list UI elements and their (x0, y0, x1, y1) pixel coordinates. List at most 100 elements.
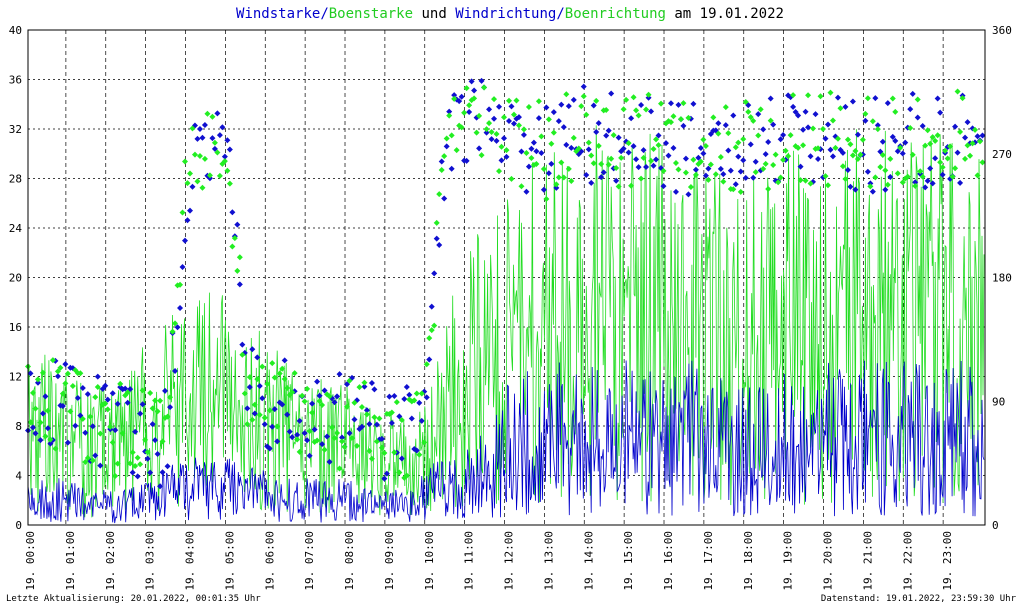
gust-direction-point (426, 335, 433, 342)
direction-point (565, 103, 572, 110)
gust-direction-point (892, 108, 899, 115)
gust-direction-point (717, 153, 724, 160)
gust-direction-point (246, 374, 253, 381)
direction-point (446, 108, 453, 115)
direction-point (762, 151, 769, 158)
gust-direction-point (515, 122, 522, 129)
gust-direction-point (874, 126, 881, 133)
y-left-tick-label: 32 (9, 123, 22, 136)
gust-direction-point (433, 219, 440, 226)
gust-direction-point (712, 171, 719, 178)
gust-direction-point (952, 165, 959, 172)
y-right-tick-label: 0 (992, 519, 999, 532)
gust-direction-point (822, 173, 829, 180)
gust-direction-point (281, 375, 288, 382)
direction-point (491, 115, 498, 122)
direction-point (37, 437, 44, 444)
gust-direction-point (451, 95, 458, 102)
direction-point (378, 435, 385, 442)
gust-direction-point (832, 144, 839, 151)
direction-point (406, 391, 413, 398)
gust-direction-point (231, 235, 238, 242)
gust-direction-point (117, 380, 124, 387)
gust-direction-point (139, 387, 146, 394)
gust-direction-point (523, 150, 530, 157)
gust-direction-point (329, 424, 336, 431)
gust-direction-point (398, 417, 405, 424)
direction-point (790, 103, 797, 110)
gust-direction-point (358, 404, 365, 411)
gust-direction-point (189, 125, 196, 132)
direction-point (94, 373, 101, 380)
gust-direction-point (909, 151, 916, 158)
direction-point (334, 393, 341, 400)
x-tick-label: 19. 23:00 (941, 531, 954, 591)
direction-point (54, 373, 61, 380)
direction-point (894, 148, 901, 155)
direction-point (149, 421, 156, 428)
gust-direction-point (924, 127, 931, 134)
direction-point (428, 303, 435, 310)
gust-direction-point (503, 147, 510, 154)
gust-direction-point (137, 461, 144, 468)
direction-point (964, 119, 971, 126)
direction-point (451, 92, 458, 99)
gust-direction-point (919, 173, 926, 180)
direction-point (974, 133, 981, 140)
gust-direction-point (49, 357, 56, 364)
gust-direction-point (894, 170, 901, 177)
direction-point (952, 123, 959, 130)
gust-direction-point (545, 116, 552, 123)
gust-direction-point (44, 407, 51, 414)
direction-point (670, 144, 677, 151)
direction-point (590, 102, 597, 109)
direction-point (827, 146, 834, 153)
gust-direction-point (805, 92, 812, 99)
gust-direction-point (670, 113, 677, 120)
direction-point (266, 445, 273, 452)
gust-direction-point (216, 172, 223, 179)
gust-direction-point (914, 96, 921, 103)
direction-point (508, 103, 515, 110)
direction-point (256, 382, 263, 389)
direction-point (685, 191, 692, 198)
gust-direction-point (254, 376, 261, 383)
gust-direction-point (256, 411, 263, 418)
gust-direction-point (491, 96, 498, 103)
gust-direction-point (29, 389, 36, 396)
gust-direction-point (790, 92, 797, 99)
gust-direction-point (635, 112, 642, 119)
gust-direction-point (314, 437, 321, 444)
gust-direction-point (682, 169, 689, 176)
direction-point (844, 167, 851, 174)
gust-direction-point (889, 95, 896, 102)
gust-direction-point (276, 370, 283, 377)
gust-direction-point (844, 136, 851, 143)
gust-direction-point (471, 95, 478, 102)
gust-direction-point (730, 186, 737, 193)
direction-point (887, 173, 894, 180)
direction-point (585, 146, 592, 153)
gust-direction-point (939, 164, 946, 171)
gust-direction-point (304, 385, 311, 392)
gust-direction-point (543, 196, 550, 203)
direction-point (847, 183, 854, 190)
gust-direction-point (705, 176, 712, 183)
direction-point (234, 221, 241, 228)
gust-direction-point (927, 140, 934, 147)
gust-direction-point (575, 145, 582, 152)
gust-direction-point (653, 136, 660, 143)
direction-point (371, 386, 378, 393)
direction-point (129, 469, 136, 476)
direction-point (471, 87, 478, 94)
gust-direction-point (817, 93, 824, 100)
gust-direction-point (638, 175, 645, 182)
x-tick-label: 19. 14:00 (582, 531, 595, 591)
gust-direction-point (239, 351, 246, 358)
gust-direction-point (508, 175, 515, 182)
gust-direction-point (52, 445, 59, 452)
gust-direction-point (306, 428, 313, 435)
gust-direction-point (962, 155, 969, 162)
direction-point (269, 423, 276, 430)
